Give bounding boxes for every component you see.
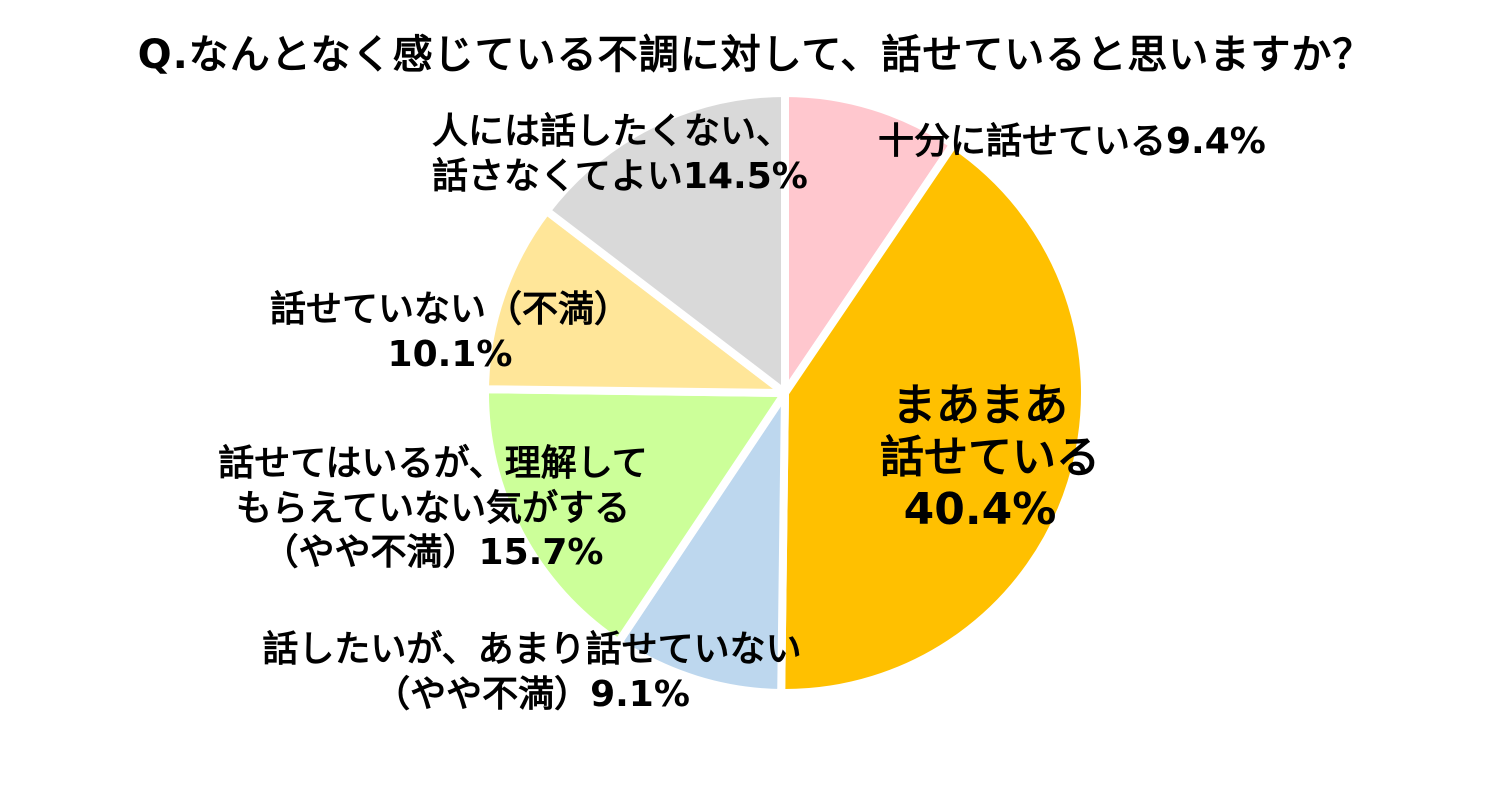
slice-label-3-line-1: もらえていない気がする — [235, 487, 631, 529]
slice-label-5-line-0: 人には話したくない、 — [432, 111, 793, 152]
slice-label-0-line-0: 十分に話せている9.4% — [878, 121, 1266, 162]
slice-label-3: 話せてはいるが、理解して もらえていない気がする （やや不満）15.7% — [218, 442, 648, 576]
slice-label-5-line-1: 話さなくてよい14.5% — [432, 155, 808, 197]
pie-slice-0 — [781, 89, 958, 397]
slice-label-2: 話したいが、あまり話せていない （やや不満）9.1% — [262, 628, 802, 717]
slice-label-4-line-0: 話せていない（不満） — [269, 289, 630, 330]
slice-label-3-line-2: （やや不満）15.7% — [262, 532, 604, 574]
slice-label-1: まあまあ 話せている 40.4% — [880, 380, 1100, 536]
pie-slice-1 — [777, 140, 1089, 697]
slice-label-1-line-2: 40.4% — [903, 483, 1057, 535]
pie-slice-3 — [481, 385, 789, 647]
slice-label-0: 十分に話せている9.4% — [878, 120, 1266, 165]
slice-label-1-line-1: 話せている — [880, 431, 1100, 483]
slice-label-4: 話せていない（不満） 10.1% — [240, 288, 660, 377]
pie-slice-4 — [481, 206, 789, 397]
pie-slice-5 — [542, 89, 789, 397]
slice-label-4-line-1: 10.1% — [387, 333, 513, 375]
slice-label-3-line-0: 話せてはいるが、理解して — [218, 443, 648, 484]
slice-label-1-line-0: まあまあ — [892, 380, 1068, 431]
pie-slice-2 — [614, 389, 789, 697]
slice-label-5: 人には話したくない、 話さなくてよい14.5% — [432, 110, 808, 199]
slice-label-2-line-1: （やや不満）9.1% — [374, 673, 690, 715]
chart-title: Q.なんとなく感じている不調に対して、話せていると思いますか？ — [137, 32, 1374, 78]
slice-label-2-line-0: 話したいが、あまり話せていない — [262, 629, 802, 670]
